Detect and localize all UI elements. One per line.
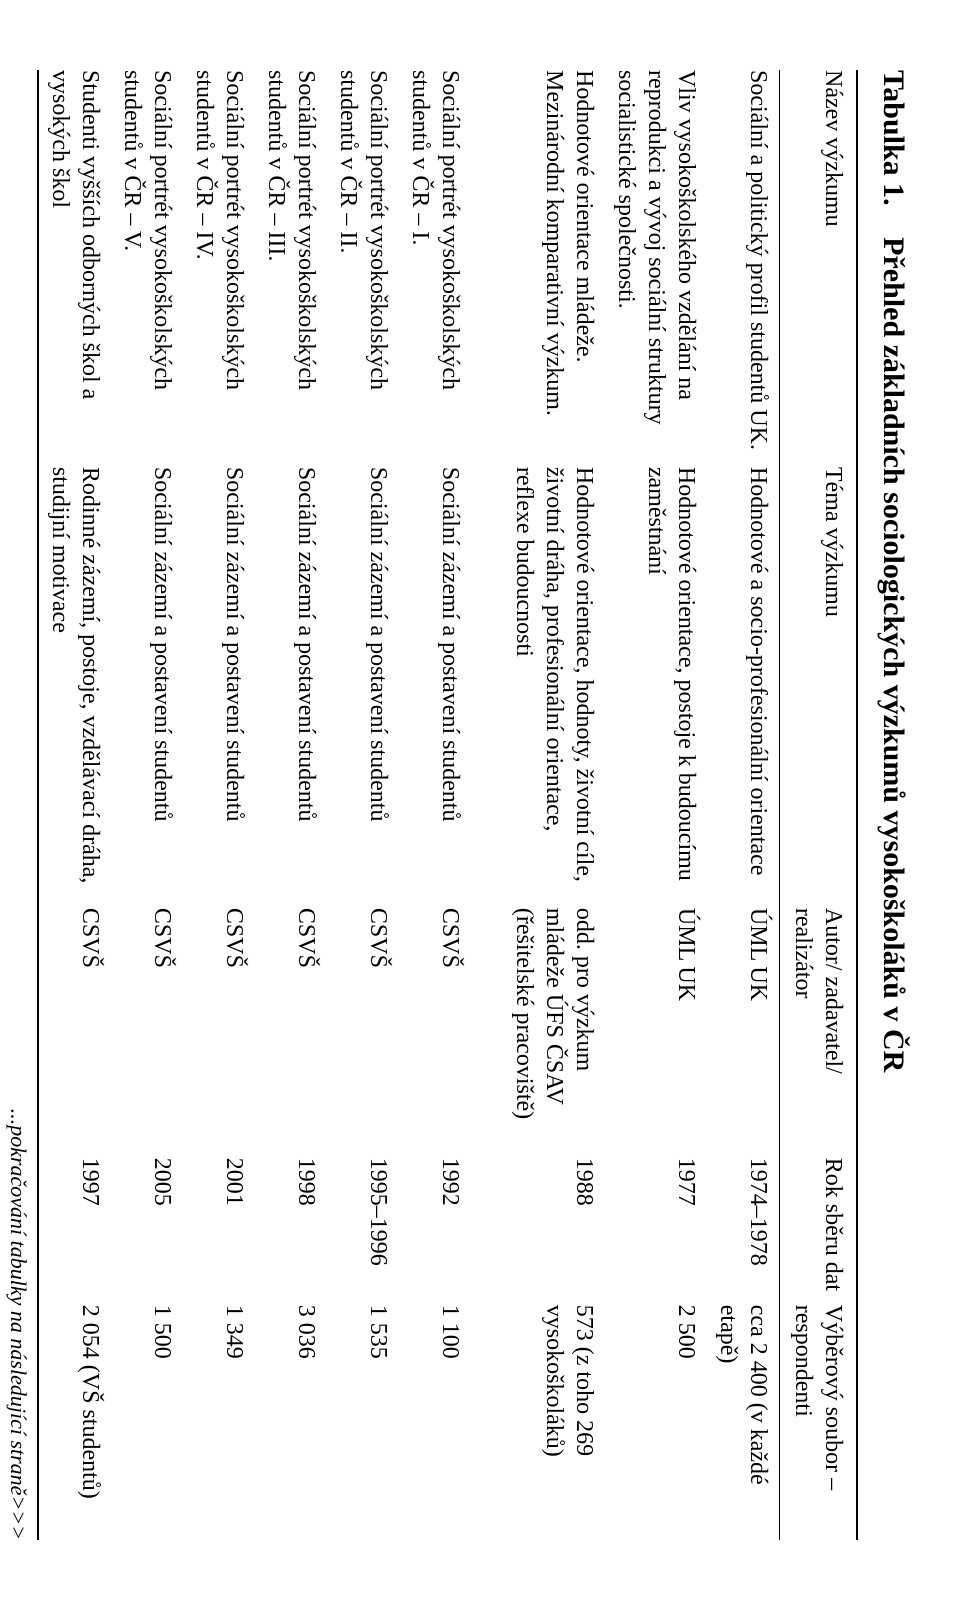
table-row: Sociální portrét vysokoškolských student… (255, 70, 327, 1540)
table-cell: CSVŠ (111, 908, 183, 1158)
table-row: Sociální a politický profil studentů UK.… (707, 70, 780, 1540)
table-cell: 573 (z toho 269 vysokoškoláků) (503, 1305, 605, 1540)
table-cell: 1 500 (111, 1305, 183, 1540)
table-cell: Sociální portrét vysokoškolských student… (399, 70, 471, 467)
table-cell: 1998 (255, 1158, 327, 1305)
table-cell: Hodnotové orientace, hodnoty, životní cí… (503, 467, 605, 908)
table-cell: Sociální portrét vysokoškolských student… (183, 70, 255, 467)
table-caption-text: Přehled základních sociologických výzkum… (877, 237, 910, 1072)
table-cell: Sociální zázemí a postavení studentů (255, 467, 327, 908)
table-cell: CSVŠ (38, 908, 111, 1158)
table-body: Sociální a politický profil studentů UK.… (38, 70, 780, 1540)
table-cell: Sociální a politický profil studentů UK. (707, 70, 780, 467)
rotated-content: Tabulka 1. Přehled základních sociologic… (0, 0, 960, 1610)
table-row: Sociální portrét vysokoškolských student… (111, 70, 183, 1540)
table-cell: Sociální portrét vysokoškolských student… (327, 70, 399, 467)
table-cell: 1997 (38, 1158, 111, 1305)
table-cell: Hodnotové orientace, postoje k budoucímu… (605, 467, 707, 908)
table-cell: 1992 (399, 1158, 471, 1305)
table-spacer-cell (471, 70, 503, 1540)
table-row: Sociální portrét vysokoškolských student… (327, 70, 399, 1540)
table-cell: Sociální zázemí a postavení studentů (111, 467, 183, 908)
table-cell: CSVŠ (327, 908, 399, 1158)
table-cell: odd. pro výzkum mládeže ÚFS ČSAV (řešite… (503, 908, 605, 1158)
table-header-cell: Téma výzkumu (780, 467, 858, 908)
table-header-cell: Rok sběru dat (780, 1158, 858, 1305)
research-overview-table: Název výzkumu Téma výzkumu Autor/ zadava… (37, 70, 858, 1540)
table-cell: Vliv vysokoškolského vzdělání na reprodu… (605, 70, 707, 467)
table-cell: ÚML UK (707, 908, 780, 1158)
table-row: Vliv vysokoškolského vzdělání na reprodu… (605, 70, 707, 1540)
table-row: Sociální portrét vysokoškolských student… (183, 70, 255, 1540)
table-cell: Sociální zázemí a postavení studentů (183, 467, 255, 908)
table-cell: 1 535 (327, 1305, 399, 1540)
table-cell: 1977 (605, 1158, 707, 1305)
table-header-row: Název výzkumu Téma výzkumu Autor/ zadava… (780, 70, 858, 1540)
table-cell: 3 036 (255, 1305, 327, 1540)
table-cell: 2 500 (605, 1305, 707, 1540)
table-header-cell: Autor/ zadavatel/ realizátor (780, 908, 858, 1158)
table-cell: Hodnotové orientace mládeže. Mezinárodní… (503, 70, 605, 467)
table-row: Studenti vyšších odborných škol a vysoký… (38, 70, 111, 1540)
table-cell: 1 349 (183, 1305, 255, 1540)
table-caption: Tabulka 1. Přehled základních sociologic… (876, 70, 910, 1540)
table-cell: 2001 (183, 1158, 255, 1305)
table-cell: CSVŠ (399, 908, 471, 1158)
table-cell: CSVŠ (255, 908, 327, 1158)
table-header-cell: Název výzkumu (780, 70, 858, 467)
table-cell: 1 100 (399, 1305, 471, 1540)
table-cell: Sociální zázemí a postavení studentů (327, 467, 399, 908)
table-cell: Sociální portrét vysokoškolských student… (255, 70, 327, 467)
table-cell: CSVŠ (183, 908, 255, 1158)
table-cell: Sociální portrét vysokoškolských student… (111, 70, 183, 467)
table-cell: cca 2 400 (v každé etapě) (707, 1305, 780, 1540)
table-cell: Hodnotové a socio-profesionální orientac… (707, 467, 780, 908)
table-cell: Rodinné zázemí, postoje, vzdělávací dráh… (38, 467, 111, 908)
table-spacer-row (471, 70, 503, 1540)
table-cell: 1995–1996 (327, 1158, 399, 1305)
table-header-cell: Výběrový soubor – respondenti (780, 1305, 858, 1540)
page-frame: Tabulka 1. Přehled základních sociologic… (0, 0, 960, 1610)
table-row: Hodnotové orientace mládeže. Mezinárodní… (503, 70, 605, 1540)
table-cell: 1974–1978 (707, 1158, 780, 1305)
table-cell: 2 054 (VŠ studentů) (38, 1305, 111, 1540)
table-row: Sociální portrét vysokoškolských student… (399, 70, 471, 1540)
table-cell: 1988 (503, 1158, 605, 1305)
table-cell: Sociální zázemí a postavení studentů (399, 467, 471, 908)
table-cell: 2005 (111, 1158, 183, 1305)
table-continuation-note: ...pokračování tabulky na následující st… (5, 70, 31, 1540)
table-cell: Studenti vyšších odborných škol a vysoký… (38, 70, 111, 467)
table-caption-label: Tabulka 1. (877, 70, 910, 206)
table-cell: ÚML UK (605, 908, 707, 1158)
